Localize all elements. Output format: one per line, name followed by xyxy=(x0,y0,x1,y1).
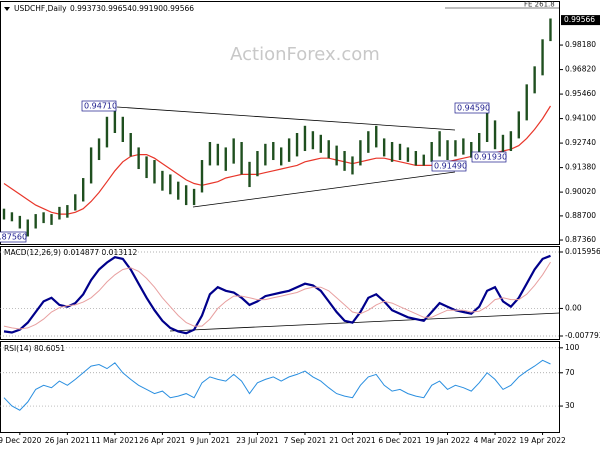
x-tick-label: 19 Apr 2022 xyxy=(519,436,566,445)
y-tick-label: 30 xyxy=(565,401,575,410)
x-tick-label: 23 Jul 2021 xyxy=(236,436,279,445)
symbol-title: USDCHF,Daily xyxy=(14,4,67,13)
macd-title: MACD(12,26,9) 0.014877 0.013112 xyxy=(4,248,138,257)
trendline xyxy=(192,171,456,208)
last-price-box xyxy=(561,15,600,26)
level-label: 0.91930 xyxy=(474,153,507,162)
y-tick-label: 0.88700 xyxy=(565,211,596,220)
x-tick-label: 26 Jan 2021 xyxy=(45,436,90,445)
y-tick-label: 0.87360 xyxy=(565,235,596,244)
rsi-title: RSI(14) 80.6051 xyxy=(4,344,65,353)
indicator-line xyxy=(3,254,551,335)
level-box xyxy=(431,160,467,172)
y-tick-label: 0.98180 xyxy=(565,40,596,49)
x-tick-label: 6 Dec 2021 xyxy=(378,436,421,445)
indicator-line xyxy=(3,261,551,330)
level-box xyxy=(471,151,507,163)
last-price-label: 0.99566 xyxy=(564,15,595,24)
moving-average xyxy=(3,105,552,215)
rsi-panel xyxy=(0,341,560,433)
trendline xyxy=(169,312,561,332)
y-tick-label: 100 xyxy=(565,343,580,352)
y-tick-label: 0.91380 xyxy=(565,163,596,172)
level-box xyxy=(454,102,490,114)
y-tick-label: 0.90020 xyxy=(565,187,596,196)
y-tick-label: 0.94100 xyxy=(565,114,596,123)
level-box xyxy=(81,100,117,112)
y-tick-label: 0.015956 xyxy=(565,247,600,256)
y-tick-label: 0.96820 xyxy=(565,65,596,74)
x-tick-label: 4 Mar 2022 xyxy=(474,436,517,445)
y-tick-label: 0.92740 xyxy=(565,138,596,147)
y-tick-label: 0.00 xyxy=(565,303,582,312)
macd-panel xyxy=(0,246,560,340)
menu-icon xyxy=(4,7,10,11)
watermark: ActionForex.com xyxy=(230,44,380,65)
level-label: 0.91490 xyxy=(434,162,467,171)
x-tick-label: 9 Jun 2021 xyxy=(190,436,231,445)
y-tick-label: 70 xyxy=(565,368,575,377)
x-tick-label: 19 Jan 2022 xyxy=(425,436,470,445)
y-tick-label: -0.007793 xyxy=(565,331,600,340)
x-tick-label: 26 Apr 2021 xyxy=(139,436,186,445)
level-label: 0.87560 xyxy=(0,233,27,242)
quote-value: 0.99566 xyxy=(163,4,194,13)
level-box xyxy=(0,231,27,243)
price-panel xyxy=(0,1,560,245)
x-tick-label: 7 Sep 2021 xyxy=(284,436,327,445)
level-label: 0.94590 xyxy=(457,104,490,113)
x-tick-label: 9 Dec 2020 xyxy=(0,436,42,445)
fe-label: FE 261.8 xyxy=(524,1,555,9)
level-label: 0.94710 xyxy=(84,102,117,111)
indicator-line xyxy=(3,359,551,411)
quote-value: 0.99654 xyxy=(101,4,132,13)
quote-value: 0.99190 xyxy=(132,4,163,13)
x-tick-label: 21 Oct 2021 xyxy=(329,436,376,445)
x-tick-label: 11 Mar 2021 xyxy=(91,436,139,445)
y-tick-label: 0.95460 xyxy=(565,89,596,98)
trendline xyxy=(116,106,456,131)
quote-value: 0.99373 xyxy=(70,4,101,13)
